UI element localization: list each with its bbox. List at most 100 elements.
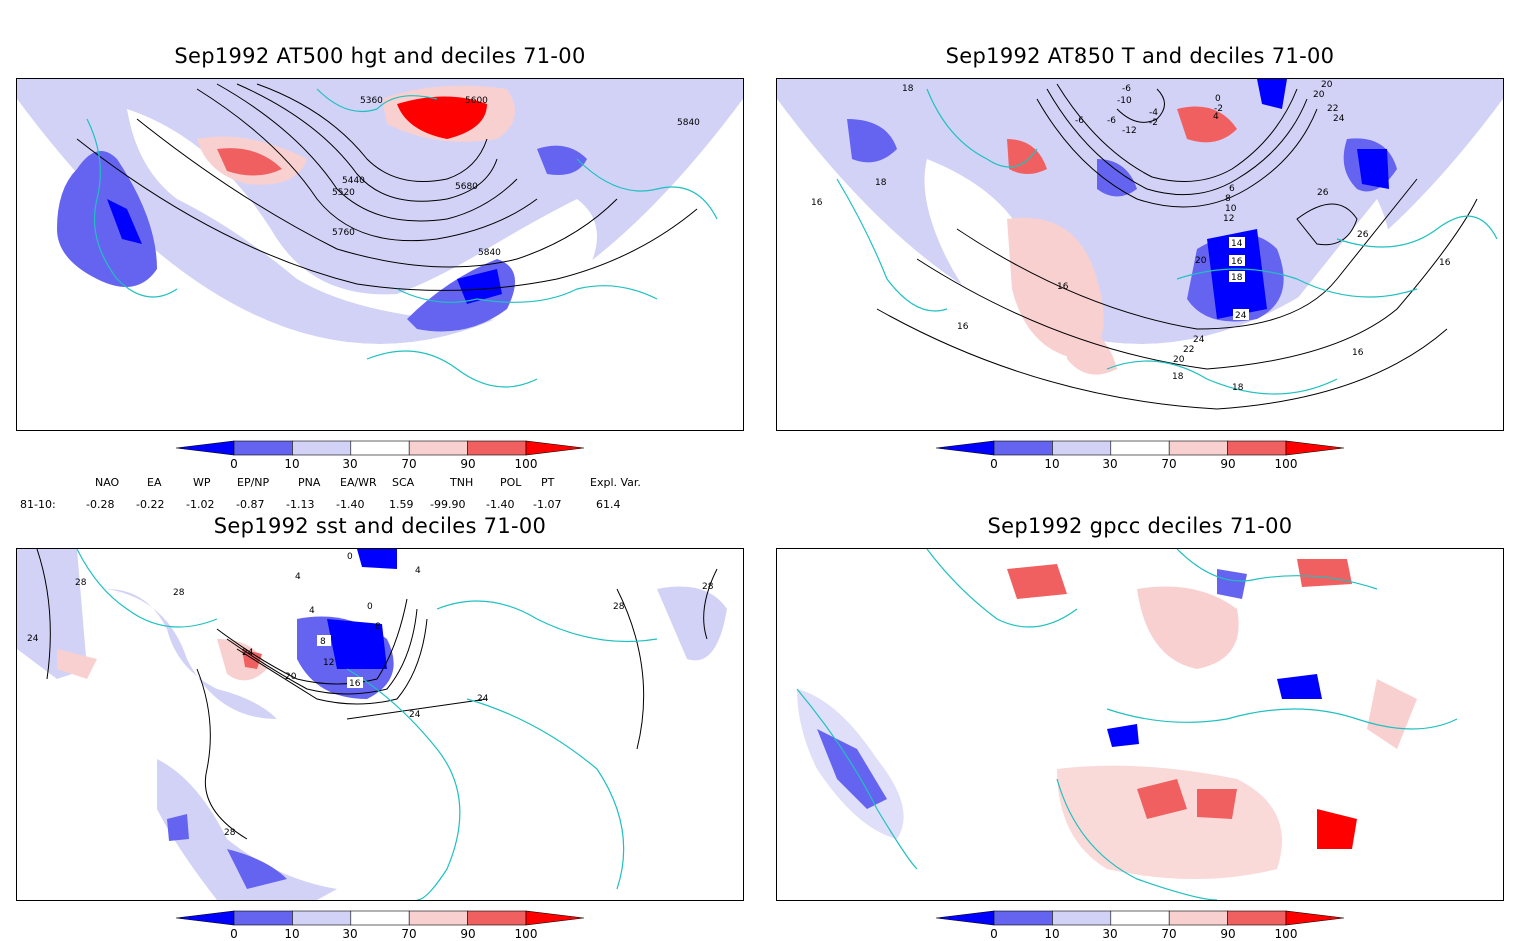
sst-below-anomaly-south <box>157 759 337 900</box>
sst-contours <box>36 549 718 840</box>
sst-contour-label: 28 <box>702 582 714 592</box>
index-header: SCA <box>392 476 415 489</box>
colorbar-swatch <box>1168 440 1228 456</box>
colorbar-t850-labels: 0 10 30 70 90 100 <box>936 457 1346 471</box>
colorbar-lower-triangle <box>175 440 235 456</box>
index-header: EA/WR <box>340 476 377 489</box>
colorbar-tick: 10 <box>284 927 300 941</box>
t850-contour-label: -6 <box>1075 116 1084 126</box>
colorbar-tick: 100 <box>1274 457 1298 471</box>
t850-coastlines <box>836 88 1498 395</box>
colorbar-swatch <box>1052 440 1112 456</box>
colorbar-tick: 0 <box>990 927 998 941</box>
hgt-panel-title: Sep1992 AT500 hgt and deciles 71-00 <box>174 44 586 68</box>
hgt-outside-domain <box>17 99 743 430</box>
t850-contour-label: -6 <box>1122 84 1131 94</box>
colorbar-tick: 10 <box>1044 927 1060 941</box>
colorbar-swatch <box>1052 910 1112 926</box>
hgt-map-panel: 5360 5600 5840 5440 5520 5680 5760 5840 <box>16 78 744 431</box>
t850-contour-label: 22 <box>1327 104 1338 114</box>
t850-contour-label: 24 <box>1235 311 1247 321</box>
sst-contour-label: 0 <box>367 602 373 612</box>
t850-map-panel: 18 20 22 24 20 26 -6 -10 -6 -12 -6 0 -2 … <box>776 78 1504 431</box>
colorbar-swatch <box>1227 910 1287 926</box>
sst-above-anomaly-atlantic <box>217 639 267 681</box>
t850-strong-below-north <box>1257 79 1287 109</box>
hgt-below-anomaly-west <box>57 151 157 287</box>
t850-contour-label: 16 <box>1439 258 1451 268</box>
colorbar-hgt: 0 10 30 70 90 100 <box>175 440 586 471</box>
sst-contour-label: 16 <box>349 679 361 689</box>
t850-contour-label: 20 <box>1321 80 1333 90</box>
gpcc-above-north-1 <box>1007 564 1067 599</box>
index-value: -1.07 <box>533 498 562 511</box>
colorbar-upper-triangle <box>1285 910 1345 926</box>
sst-contour-label: 28 <box>75 578 87 588</box>
colorbar-tick: 10 <box>284 457 300 471</box>
colorbar-tick: 90 <box>460 457 476 471</box>
t850-contour-label: 16 <box>1231 257 1243 267</box>
t850-contour-label: -12 <box>1122 126 1137 136</box>
sst-coastlines <box>76 549 658 900</box>
teleconnection-indices: NAO EA WP EP/NP PNA EA/WR SCA TNH POL PT… <box>0 474 760 514</box>
colorbar-t850-swatches <box>935 440 1345 456</box>
t850-strong-below-siberia <box>1357 149 1389 189</box>
colorbar-tick: 0 <box>230 927 238 941</box>
hgt-strong-below-east <box>457 269 502 304</box>
colorbar-tick: 30 <box>1102 927 1118 941</box>
colorbar-swatch <box>1110 910 1170 926</box>
t850-contour-label: -2 <box>1149 118 1158 128</box>
t850-contour-label: 6 <box>1229 184 1235 194</box>
index-value: 61.4 <box>596 498 621 511</box>
t850-contour-label: 22 <box>1183 345 1194 355</box>
hgt-contour-label: 5520 <box>332 188 355 198</box>
colorbar-swatch <box>1227 440 1287 456</box>
sst-above-anomaly-west <box>57 649 97 679</box>
hgt-contours <box>76 83 698 291</box>
t850-contour-label: 16 <box>1352 348 1364 358</box>
colorbar-gpcc-swatches <box>935 910 1345 926</box>
index-row-label: 81-10: <box>20 498 56 511</box>
t850-contour-label: -4 <box>1149 108 1158 118</box>
sst-strong-below-north <box>327 619 387 669</box>
colorbar-upper-triangle <box>1285 440 1345 456</box>
t850-contour-label: 26 <box>1317 188 1329 198</box>
gpcc-below-east-strong <box>1277 674 1322 699</box>
colorbar-swatch <box>350 910 410 926</box>
index-header: EP/NP <box>237 476 270 489</box>
hgt-contour-label: 5440 <box>342 176 365 186</box>
t850-contour-label: 24 <box>1333 114 1345 124</box>
gpcc-below-west-strong <box>817 729 887 809</box>
t850-contour-label: 8 <box>1225 194 1231 204</box>
colorbar-tick: 100 <box>514 457 538 471</box>
t850-below-anomaly-west <box>847 119 897 163</box>
hgt-contour-label: 5840 <box>478 248 501 258</box>
t850-contour-label: 4 <box>1213 112 1219 122</box>
gpcc-panel-title: Sep1992 gpcc deciles 71-00 <box>987 514 1293 538</box>
gpcc-below-north <box>1217 569 1247 599</box>
t850-contour-label: -6 <box>1107 116 1116 126</box>
colorbar-swatch <box>408 910 468 926</box>
colorbar-tick: 70 <box>1161 927 1177 941</box>
index-value: -0.87 <box>236 498 265 511</box>
t850-contour-label: 18 <box>1231 273 1243 283</box>
colorbar-swatch <box>993 440 1053 456</box>
index-header: POL <box>500 476 522 489</box>
index-value: -1.40 <box>486 498 515 511</box>
gpcc-above-africa-2 <box>1197 789 1237 819</box>
hgt-contour-label: 5360 <box>360 96 383 106</box>
colorbar-swatch <box>292 440 352 456</box>
colorbar-hgt-labels: 0 10 30 70 90 100 <box>176 457 586 471</box>
sst-below-anomaly-atlantic <box>107 589 277 719</box>
sst-contour-label: 12 <box>323 658 334 668</box>
colorbar-tick: 100 <box>1274 927 1298 941</box>
sst-above-anomaly-strong <box>242 649 262 669</box>
colorbar-tick: 0 <box>230 457 238 471</box>
sst-contour-label: 8 <box>320 637 326 647</box>
t850-contour-label: 10 <box>1225 204 1237 214</box>
sst-contour-label: 4 <box>415 566 421 576</box>
colorbar-swatch <box>1110 440 1170 456</box>
t850-contour-label: 24 <box>1193 335 1205 345</box>
sst-map: 28 24 28 0 4 4 0 8 4 8 12 20 24 16 24 24… <box>17 549 743 900</box>
index-value: -0.28 <box>86 498 115 511</box>
